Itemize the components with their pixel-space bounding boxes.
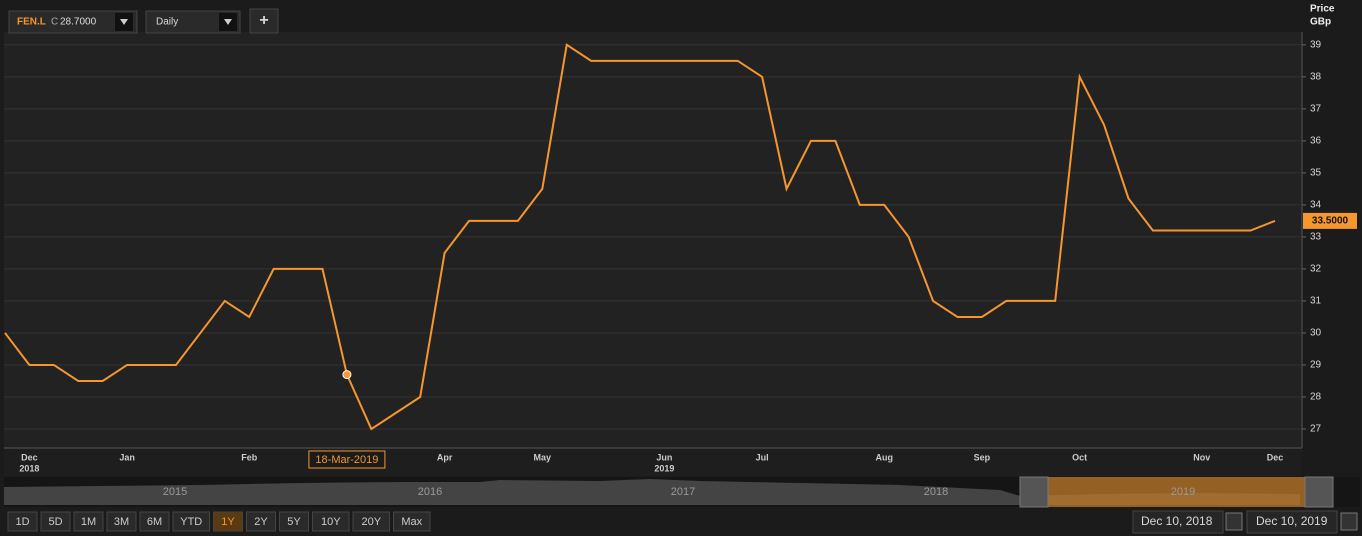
range-button[interactable] [40,511,71,532]
x-axis-band [4,448,1302,476]
range-label: 1M [81,516,96,528]
x-tick-label: Dec [1267,452,1284,462]
date-to: Dec 10, 2019 [1256,514,1328,528]
y-tick-label: 38 [1310,71,1322,82]
range-label: 6M [147,516,162,528]
navigator-handle[interactable] [1304,476,1334,508]
y-tick-label: 32 [1310,264,1322,275]
navigator-year: 2016 [418,486,442,498]
range-button[interactable] [7,511,38,532]
date-from-box[interactable] [1132,510,1224,534]
y-tick-label: 39 [1310,39,1322,50]
range-button[interactable] [352,511,390,532]
y-axis-unit: GBp [1310,17,1331,28]
quote-label: C [51,17,58,28]
x-year-label: 2018 [19,463,39,473]
range-button[interactable] [312,511,350,532]
navigator-year: 2018 [924,486,948,498]
x-tick-label: Aug [875,452,893,462]
x-tick-label: Jan [119,452,135,462]
range-label: 1D [15,516,29,528]
y-tick-label: 30 [1310,328,1322,339]
range-button[interactable] [279,511,309,532]
cursor-label: 18-Mar-2019 [315,454,378,466]
x-year-label: 2019 [654,463,674,473]
add-button[interactable] [249,8,279,34]
range-label: YTD [180,516,202,528]
x-tick-label: Nov [1193,452,1210,462]
y-tick-label: 37 [1310,103,1322,114]
x-tick-label: Sep [974,452,991,462]
range-button[interactable] [139,511,170,532]
range-label: 20Y [361,516,381,528]
ticker: FEN.L [17,17,46,28]
navigator-year: 2019 [1171,486,1195,498]
plot-area [4,32,1302,448]
interval: Daily [156,17,178,28]
range-label: 1Y [221,516,235,528]
navigator-year: 2015 [163,486,187,498]
x-tick-label: Jun [656,452,672,462]
date-from: Dec 10, 2018 [1141,514,1213,528]
y-tick-label: 34 [1310,200,1322,211]
calendar-icon[interactable] [1340,512,1358,531]
x-tick-label: Apr [437,452,453,462]
x-tick-label: Feb [241,452,258,462]
y-tick-label: 29 [1310,360,1322,371]
range-button[interactable] [213,511,243,532]
x-tick-label: May [534,452,552,462]
range-button[interactable] [246,511,276,532]
x-tick-label: Dec [21,452,38,462]
navigator-handle[interactable] [1019,476,1049,508]
cursor-marker [342,370,352,380]
navigator-year: 2017 [671,486,695,498]
range-button[interactable] [393,511,431,532]
x-tick-label: Oct [1072,452,1087,462]
range-label: Max [401,516,422,528]
range-button[interactable] [73,511,104,532]
range-button[interactable] [106,511,137,532]
arrow-icon [120,19,128,25]
last-value-box [1303,212,1357,229]
range-button[interactable] [172,511,210,532]
arrow-icon [224,19,232,25]
price-line [4,43,1276,431]
navigator-area [4,479,1300,505]
navigator-selection[interactable] [1048,477,1305,507]
x-tick-label: Jul [756,452,769,462]
range-label: 5Y [287,516,301,528]
range-label: 2Y [254,516,268,528]
y-tick-label: 31 [1310,296,1322,307]
y-tick-label: 33 [1310,232,1322,243]
y-axis-label: Price [1310,4,1335,15]
range-label: 5D [48,516,62,528]
range-label: 3M [114,516,129,528]
ticker-box[interactable] [8,10,138,34]
add-label: + [259,12,268,29]
cursor-label-box [308,450,386,469]
last-value-label: 33.5000 [1312,216,1349,227]
range-label: 10Y [321,516,341,528]
calendar-icon[interactable] [1225,512,1243,531]
y-tick-label: 35 [1310,168,1322,179]
interval-box[interactable] [145,10,241,34]
date-to-box[interactable] [1246,510,1338,534]
y-tick-label: 28 [1310,392,1322,403]
y-tick-label: 36 [1310,135,1322,146]
y-tick-label: 27 [1310,424,1322,435]
quote-value: 28.7000 [60,17,97,28]
